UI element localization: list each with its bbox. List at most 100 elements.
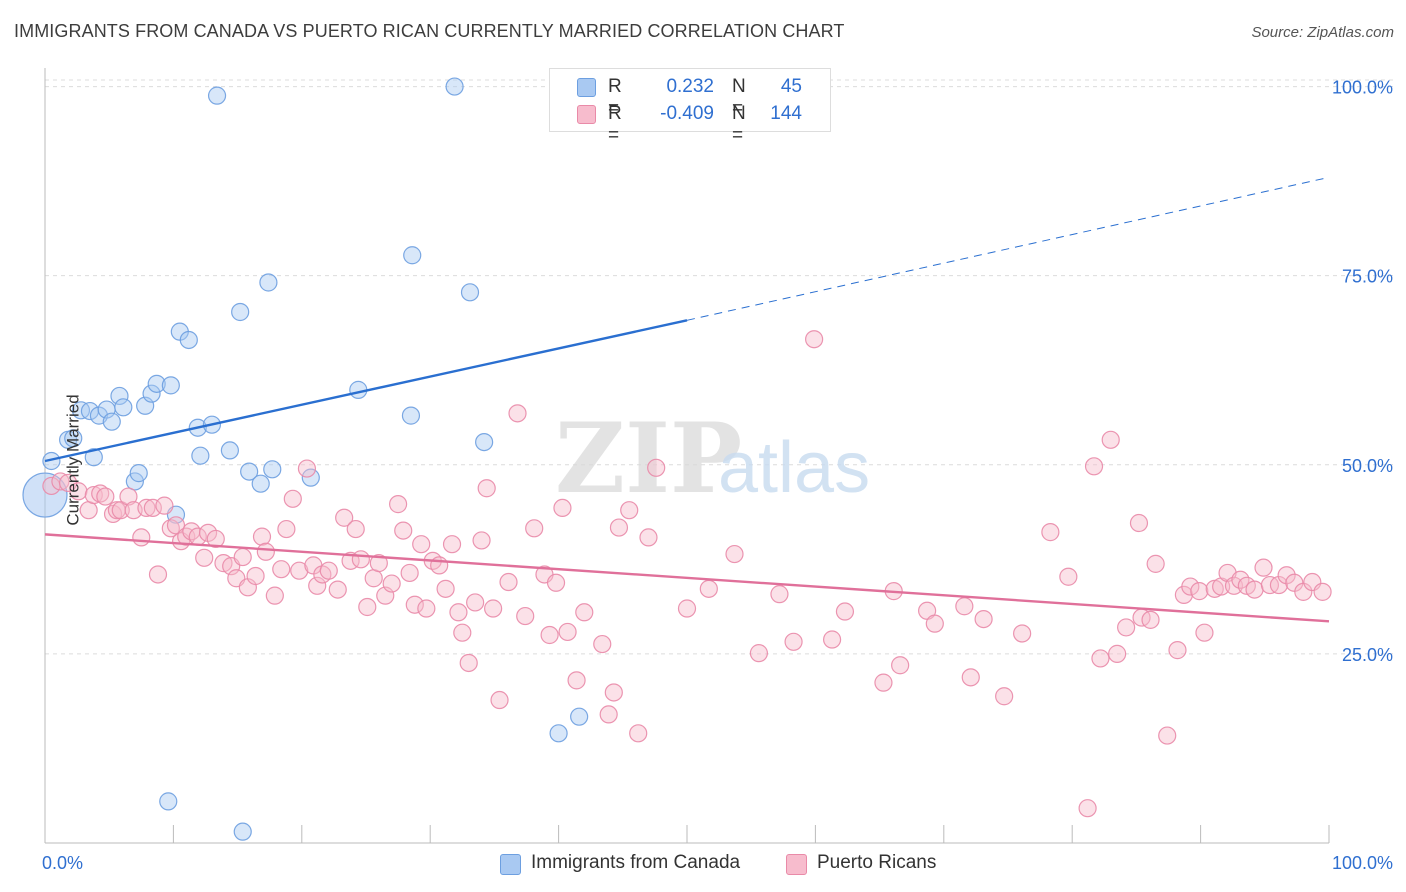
point-puerto-rican <box>1084 457 1104 476</box>
point-puerto-rican <box>1041 523 1060 542</box>
point-puerto-rican <box>1059 567 1078 586</box>
point-puerto-rican <box>599 705 618 724</box>
point-canada <box>401 406 421 425</box>
point-puerto-rican <box>382 574 401 593</box>
y-tick-label: 25.0% <box>1342 645 1393 665</box>
point-canada <box>207 86 227 105</box>
point-canada <box>475 432 494 452</box>
point-puerto-rican <box>1141 610 1160 629</box>
point-puerto-rican <box>265 586 284 605</box>
x-tick-label: 100.0% <box>1332 853 1393 873</box>
point-canada <box>403 246 422 265</box>
point-puerto-rican <box>394 521 413 540</box>
point-puerto-rican <box>453 623 472 642</box>
point-canada <box>142 384 161 403</box>
point-puerto-rican <box>436 579 455 598</box>
point-puerto-rican <box>233 547 252 567</box>
point-puerto-rican <box>466 593 485 612</box>
point-puerto-rican <box>593 634 612 654</box>
legend-label: Immigrants from Canada <box>531 852 741 873</box>
stats-legend: R = 0.232 N = 45 R = -0.409 N = 144 <box>549 68 831 146</box>
point-puerto-rican <box>499 572 518 592</box>
y-tick-label: 50.0% <box>1342 456 1393 476</box>
n-value: 45 <box>780 76 802 97</box>
point-puerto-rican <box>1117 618 1136 637</box>
n-value: 144 <box>770 103 802 124</box>
point-canada <box>84 448 103 467</box>
point-puerto-rican <box>91 484 110 503</box>
point-puerto-rican <box>725 544 744 564</box>
point-canada <box>570 707 589 726</box>
legend-swatch-canada <box>577 78 596 97</box>
point-canada <box>179 330 198 350</box>
point-canada <box>129 464 148 483</box>
point-canada <box>191 446 210 465</box>
point-puerto-rican <box>132 528 151 547</box>
point-puerto-rican <box>1146 554 1165 573</box>
legend-swatch-puerto-rican <box>786 854 807 875</box>
trendline-canada-extension <box>686 176 1330 321</box>
point-puerto-rican <box>297 459 317 478</box>
point-puerto-rican <box>1168 641 1187 660</box>
point-canada <box>114 398 133 417</box>
point-canada <box>64 429 83 448</box>
point-canada <box>445 77 464 96</box>
point-puerto-rican <box>604 683 623 702</box>
point-canada <box>460 283 480 302</box>
point-canada <box>263 460 282 479</box>
point-puerto-rican <box>1078 799 1097 818</box>
point-puerto-rican <box>629 724 648 743</box>
n-label: N = <box>732 76 746 119</box>
point-puerto-rican <box>364 569 383 588</box>
y-tick-label: 75.0% <box>1342 267 1393 287</box>
point-puerto-rican <box>961 668 980 687</box>
point-puerto-rican <box>137 498 156 517</box>
point-puerto-rican <box>484 599 503 618</box>
point-puerto-rican <box>490 690 509 710</box>
point-puerto-rican <box>770 585 789 604</box>
point-canada <box>301 468 320 487</box>
y-axis-label: Currently Married <box>63 394 83 526</box>
point-puerto-rican <box>417 599 436 618</box>
n-label: N = <box>732 103 746 146</box>
point-puerto-rican <box>161 519 180 538</box>
point-puerto-rican <box>119 487 138 506</box>
point-puerto-rican <box>677 599 697 618</box>
point-canada <box>259 273 278 292</box>
point-puerto-rican <box>290 561 309 580</box>
watermark-zip: ZIP <box>555 402 742 515</box>
point-canada <box>549 724 568 743</box>
r-value: -0.409 <box>660 103 714 124</box>
point-puerto-rican <box>822 630 842 649</box>
point-puerto-rican <box>525 519 544 538</box>
point-puerto-rican <box>891 656 910 675</box>
point-puerto-rican <box>69 482 88 501</box>
point-puerto-rican <box>1269 575 1289 595</box>
point-canada <box>220 441 239 460</box>
point-canada <box>240 462 259 481</box>
point-puerto-rican <box>195 548 214 567</box>
y-tick-label: 100.0% <box>1332 78 1393 98</box>
watermark-atlas: atlas <box>718 428 870 508</box>
point-canada <box>231 302 250 322</box>
point-puerto-rican <box>51 472 70 491</box>
point-puerto-rican <box>449 603 468 622</box>
point-puerto-rican <box>749 644 769 663</box>
point-canada <box>110 386 129 406</box>
point-puerto-rican <box>540 625 559 645</box>
point-puerto-rican <box>96 487 115 506</box>
point-puerto-rican <box>1313 582 1332 601</box>
point-puerto-rican <box>835 602 855 621</box>
trendline-canada <box>44 319 688 463</box>
legend-swatch-puerto-rican <box>577 105 596 124</box>
point-puerto-rican <box>1190 582 1209 601</box>
point-canada <box>251 474 270 493</box>
point-puerto-rican <box>639 528 658 547</box>
point-puerto-rican <box>412 535 431 554</box>
point-puerto-rican <box>874 673 893 692</box>
point-puerto-rican <box>974 609 993 629</box>
point-puerto-rican <box>389 495 408 514</box>
point-puerto-rican <box>1129 513 1149 533</box>
point-puerto-rican <box>1091 649 1110 668</box>
